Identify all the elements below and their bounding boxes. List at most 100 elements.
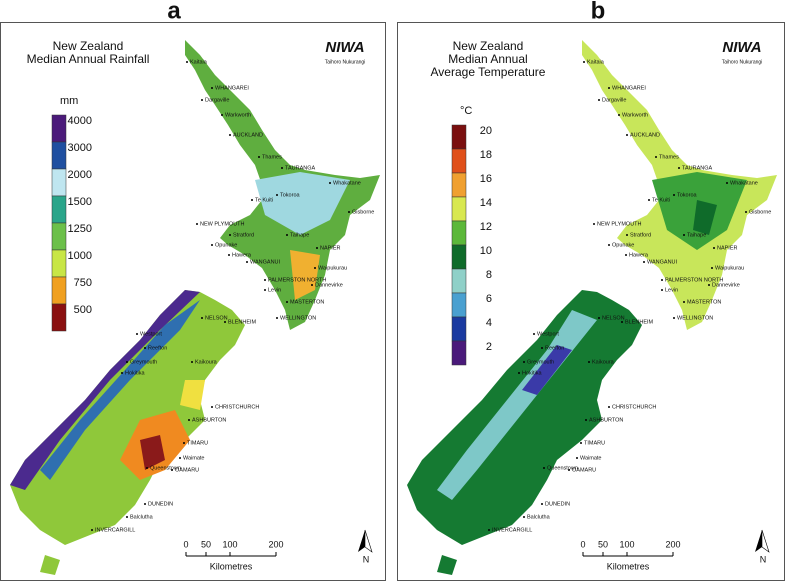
town-marker: [314, 267, 316, 269]
scale-label: 200: [665, 539, 680, 549]
place-name: Taihape: [687, 232, 706, 238]
legend-swatch: [51, 222, 67, 251]
town-marker: [188, 419, 190, 421]
scale-label: 200: [268, 539, 283, 549]
place-name: Reefton: [545, 345, 564, 351]
town-marker: [541, 347, 543, 349]
town-marker: [621, 321, 623, 323]
town-marker: [329, 182, 331, 184]
town-marker: [264, 289, 266, 291]
place-name: Tokoroa: [280, 192, 301, 198]
town-marker: [593, 223, 595, 225]
town-marker: [281, 167, 283, 169]
place-name: WELLINGTON: [677, 315, 713, 321]
place-name: Opunake: [612, 242, 634, 248]
place-name: NAPIER: [320, 245, 341, 251]
panel-label: b: [591, 0, 606, 24]
town-marker: [316, 247, 318, 249]
town-marker: [211, 244, 213, 246]
place-name: Balclutha: [527, 514, 551, 520]
place-name: TIMARU: [187, 440, 208, 446]
town-marker: [608, 406, 610, 408]
legend-swatch: [51, 249, 67, 278]
place-name: ASHBURTON: [589, 417, 623, 423]
place-name: Westport: [537, 331, 559, 337]
place-name: Whakatane: [333, 180, 361, 186]
place-name: AUCKLAND: [233, 132, 263, 138]
legend-label: 1000: [68, 250, 92, 262]
town-marker: [251, 199, 253, 201]
place-name: Waipukurau: [318, 265, 347, 271]
legend-label: 4: [486, 317, 492, 329]
place-name: Gisborne: [352, 209, 374, 215]
map-title: Average Temperature: [431, 65, 546, 79]
town-marker: [711, 267, 713, 269]
town-marker: [144, 347, 146, 349]
legend-swatch: [451, 244, 467, 270]
map-title: Median Annual: [448, 52, 527, 66]
legend-swatch: [51, 303, 67, 332]
scale-unit: Kilometres: [607, 561, 650, 571]
place-name: Hawera: [232, 252, 252, 258]
legend-label: 10: [480, 245, 492, 257]
town-marker: [191, 361, 193, 363]
place-name: Dannevirke: [712, 282, 740, 288]
place-name: DUNEDIN: [148, 501, 173, 507]
legend-swatch: [451, 124, 467, 150]
legend-label: 6: [486, 293, 492, 305]
place-name: ASHBURTON: [192, 417, 226, 423]
place-name: Levin: [665, 287, 678, 293]
place-name: Whakatane: [730, 180, 758, 186]
place-name: NEW PLYMOUTH: [597, 221, 642, 227]
place-name: Hokitika: [522, 370, 543, 376]
legend-label: 14: [480, 197, 492, 209]
temperature-map: [407, 40, 777, 575]
town-marker: [543, 467, 545, 469]
town-marker: [673, 194, 675, 196]
town-marker: [745, 211, 747, 213]
place-name: WANGANUI: [647, 259, 678, 265]
town-marker: [196, 223, 198, 225]
scale-unit: Kilometres: [210, 561, 253, 571]
place-name: DUNEDIN: [545, 501, 570, 507]
place-name: MASTERTON: [290, 299, 324, 305]
place-name: INVERCARGILL: [492, 527, 532, 533]
town-marker: [523, 361, 525, 363]
scale-label: 50: [598, 539, 608, 549]
place-name: Hokitika: [125, 370, 146, 376]
place-name: Dargaville: [205, 97, 229, 103]
town-marker: [713, 247, 715, 249]
legend-swatch: [51, 276, 67, 305]
place-name: OAMARU: [572, 467, 596, 473]
north-arrow: [364, 529, 373, 553]
legend-label: 1250: [68, 223, 92, 235]
scale-label: 0: [580, 539, 585, 549]
north-label: N: [363, 554, 370, 564]
town-marker: [625, 254, 627, 256]
legend-label: 2: [486, 341, 492, 353]
town-marker: [568, 469, 570, 471]
place-name: Reefton: [148, 345, 167, 351]
place-name: Westport: [140, 331, 162, 337]
place-name: OAMARU: [175, 467, 199, 473]
town-marker: [229, 134, 231, 136]
town-marker: [533, 333, 535, 335]
north-arrow: [358, 530, 365, 552]
place-name: TIMARU: [584, 440, 605, 446]
place-name: MASTERTON: [687, 299, 721, 305]
scale-label: 100: [619, 539, 634, 549]
scale-label: 50: [201, 539, 211, 549]
place-name: WANGANUI: [250, 259, 281, 265]
place-name: BLENHEIM: [228, 319, 257, 325]
place-name: Waipukurau: [715, 265, 744, 271]
map-title: New Zealand: [453, 39, 524, 53]
logo-subtitle: Taihoro Nukurangi: [325, 59, 366, 65]
town-marker: [91, 529, 93, 531]
town-marker: [228, 254, 230, 256]
town-marker: [348, 211, 350, 213]
map-title: Median Annual Rainfall: [27, 52, 150, 66]
town-marker: [673, 317, 675, 319]
